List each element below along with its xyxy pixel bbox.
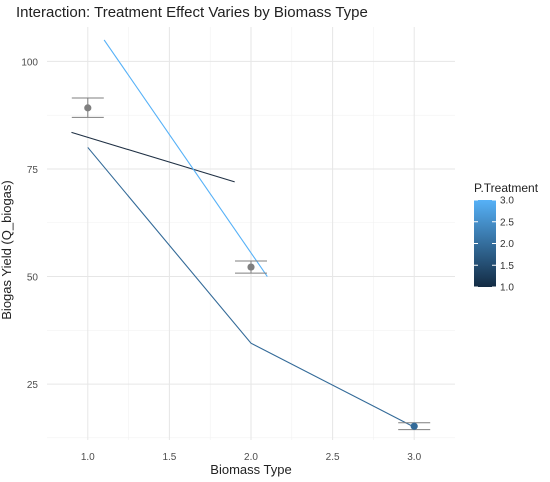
colorbar-label: 3.0 <box>500 196 514 207</box>
x-tick-label: 2.5 <box>326 452 340 463</box>
y-tick-label: 50 <box>27 273 39 284</box>
x-axis-ticks: 1.0 1.5 2.0 2.5 3.0 <box>81 452 422 463</box>
x-axis-title: Biomass Type <box>210 462 291 477</box>
mean-point <box>247 263 255 271</box>
colorbar-label: 2.5 <box>500 217 514 228</box>
y-tick-label: 25 <box>27 380 39 391</box>
x-tick-label: 3.0 <box>407 452 421 463</box>
colorbar-label: 2.0 <box>500 239 514 250</box>
x-tick-label: 1.0 <box>81 452 95 463</box>
x-tick-label: 1.5 <box>162 452 176 463</box>
y-axis-title: Biogas Yield (Q_biogas) <box>0 180 14 319</box>
series-line <box>87 147 415 428</box>
colorbar-ticks: 1.0 1.5 2.0 2.5 3.0 <box>474 196 514 294</box>
legend: P.Treatment 1.0 1.5 2.0 2.5 3.0 <box>474 181 539 294</box>
colorbar-label: 1.5 <box>500 261 514 272</box>
series-line <box>71 131 235 183</box>
y-tick-label: 75 <box>27 165 39 176</box>
colorbar-label: 1.0 <box>500 283 514 294</box>
legend-title: P.Treatment <box>474 181 539 195</box>
y-tick-label: 100 <box>21 57 38 68</box>
chart-title: Interaction: Treatment Effect Varies by … <box>16 4 368 21</box>
plot-grid <box>47 27 455 440</box>
mean-point <box>84 104 92 112</box>
series-lines <box>71 39 415 428</box>
series-line <box>103 39 268 277</box>
x-tick-label: 2.0 <box>244 452 258 463</box>
y-axis-ticks: 25 50 75 100 <box>21 57 38 391</box>
colorbar <box>474 200 496 287</box>
mean-points <box>71 97 431 431</box>
mean-point <box>410 422 418 430</box>
